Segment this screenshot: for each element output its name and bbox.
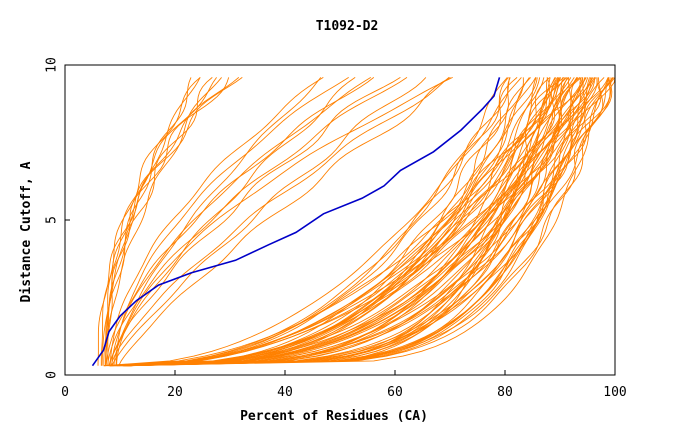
series-line xyxy=(113,77,509,367)
highlight-layer xyxy=(91,77,501,367)
series-line xyxy=(124,77,566,367)
series-line xyxy=(124,77,551,367)
series-line xyxy=(107,77,408,366)
series-line xyxy=(115,77,584,367)
series-line xyxy=(129,77,541,367)
chart-title: T1092-D2 xyxy=(316,19,379,34)
y-tick-label: 5 xyxy=(45,216,60,224)
series-line xyxy=(128,77,595,367)
x-tick-label: 0 xyxy=(61,385,69,400)
series-line xyxy=(104,77,522,367)
series-line xyxy=(105,77,217,366)
series-line xyxy=(122,77,595,367)
series-line xyxy=(105,77,222,366)
x-tick-label: 60 xyxy=(387,385,403,400)
series-line xyxy=(116,77,563,367)
series-line xyxy=(110,77,586,367)
series-line xyxy=(109,77,548,367)
series-line xyxy=(111,77,427,366)
series-line xyxy=(114,77,559,367)
series-line xyxy=(118,77,451,366)
series-line xyxy=(125,77,511,367)
series-line xyxy=(105,77,530,367)
series-line xyxy=(115,77,524,367)
series-line xyxy=(127,77,538,367)
x-axis-label: Percent of Residues (CA) xyxy=(240,409,428,424)
y-tick-label: 0 xyxy=(45,371,60,379)
series-line xyxy=(116,76,453,366)
x-tick-label: 100 xyxy=(603,385,626,400)
series-line xyxy=(109,77,612,367)
series-line xyxy=(107,77,230,366)
series-line xyxy=(126,77,602,367)
series-line xyxy=(110,77,537,367)
series-line xyxy=(122,77,572,367)
series-line xyxy=(115,77,349,366)
series-line xyxy=(108,77,401,366)
series-line xyxy=(116,77,594,367)
series-line xyxy=(105,77,375,366)
series-line xyxy=(125,77,558,367)
series-line xyxy=(108,77,510,367)
series-line xyxy=(123,77,545,367)
series-line xyxy=(129,77,593,367)
x-axis: 0 20 40 60 80 100 xyxy=(61,370,627,400)
y-axis: 0 5 10 xyxy=(45,57,70,379)
series-line xyxy=(128,77,531,367)
x-tick-label: 80 xyxy=(497,385,513,400)
series-line xyxy=(121,77,570,367)
highlight-series-line xyxy=(91,77,501,367)
series-line xyxy=(113,77,322,366)
series-line xyxy=(117,77,578,367)
series-line xyxy=(105,77,240,366)
series-line xyxy=(100,77,201,366)
series-line xyxy=(119,77,557,367)
series-line xyxy=(129,77,609,367)
x-tick-label: 40 xyxy=(277,385,293,400)
series-line xyxy=(97,77,243,366)
y-tick-label: 10 xyxy=(45,57,60,73)
series-layer xyxy=(97,76,616,367)
series-line xyxy=(110,77,450,366)
series-line xyxy=(130,77,590,367)
series-line xyxy=(111,77,372,366)
series-line xyxy=(109,77,324,366)
series-line xyxy=(109,77,356,366)
series-line xyxy=(122,77,537,367)
x-tick-label: 20 xyxy=(167,385,183,400)
series-line xyxy=(103,77,508,367)
y-axis-label: Distance Cutoff, A xyxy=(19,161,34,302)
series-line xyxy=(123,77,560,367)
